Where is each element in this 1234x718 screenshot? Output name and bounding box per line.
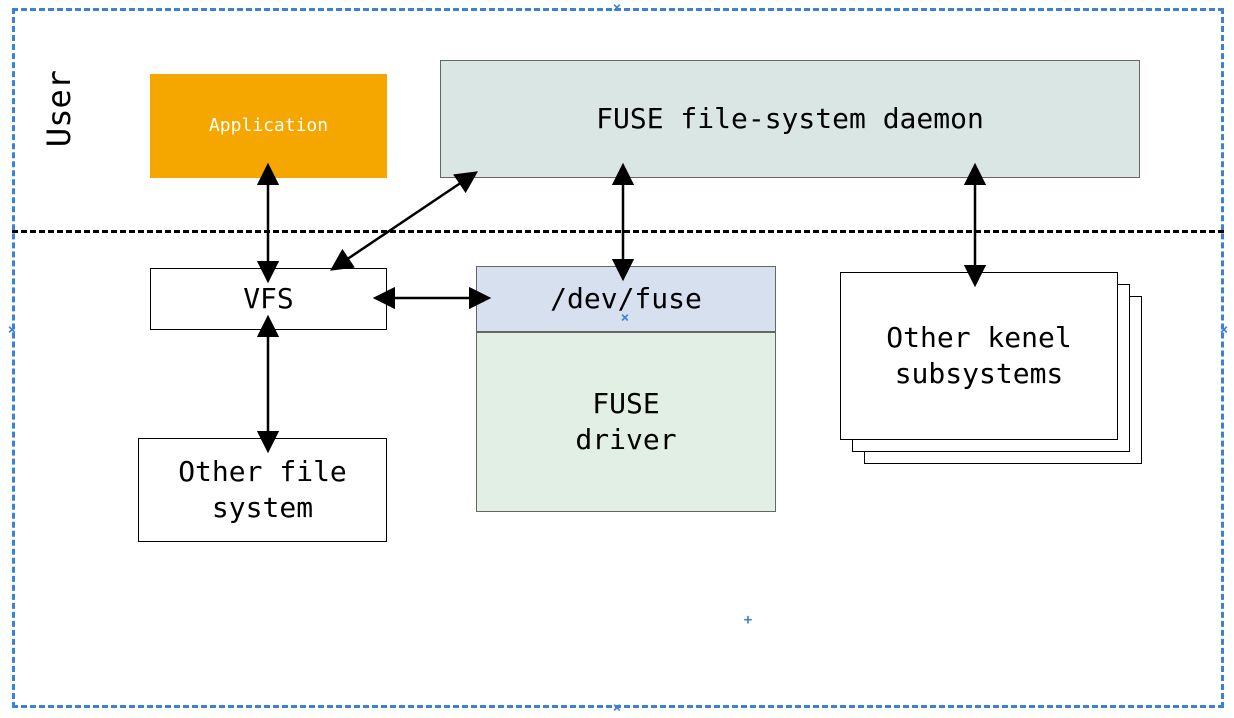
edit-handle-4[interactable]: × xyxy=(621,310,629,326)
edit-handle-3[interactable]: × xyxy=(1220,322,1228,338)
edit-handle-5[interactable]: + xyxy=(744,612,752,628)
node-other_fs: Other file system xyxy=(138,438,387,542)
node-other_kernel: Other kenel subsystems xyxy=(840,272,1118,440)
user-section-label: User xyxy=(40,70,78,147)
edit-handle-0[interactable]: × xyxy=(613,0,621,16)
node-fuse_driver: FUSE driver xyxy=(476,332,776,512)
edit-handle-1[interactable]: × xyxy=(613,700,621,716)
edit-handle-2[interactable]: × xyxy=(8,322,16,338)
node-application: Application xyxy=(150,74,387,178)
node-vfs: VFS xyxy=(150,268,387,330)
user-kernel-divider xyxy=(12,230,1224,233)
node-fuse_daemon: FUSE file-system daemon xyxy=(440,60,1140,178)
